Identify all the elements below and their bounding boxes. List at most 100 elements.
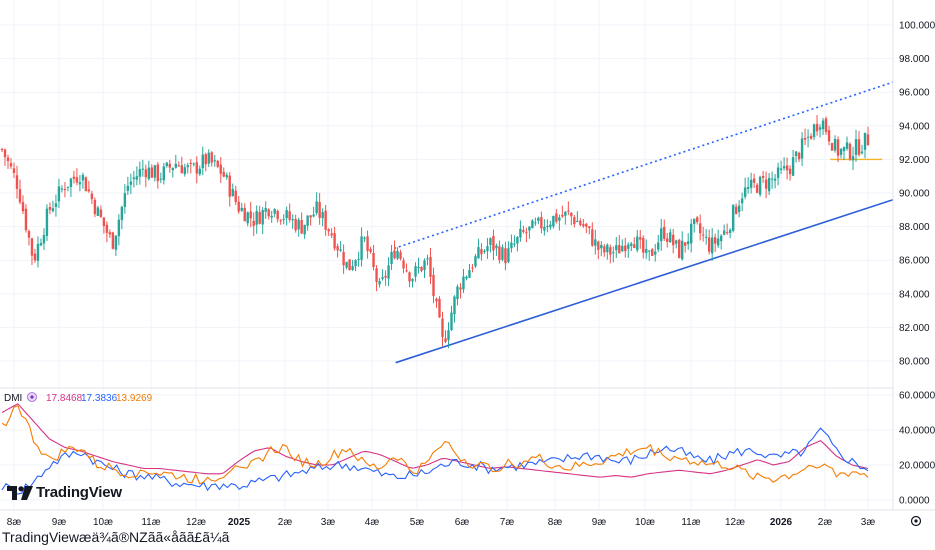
candle-down xyxy=(666,238,669,242)
candle-down xyxy=(12,168,16,173)
candle-up xyxy=(60,188,64,190)
candle-down xyxy=(99,209,103,217)
time-tick-label: 8æ xyxy=(548,517,563,528)
candle-down xyxy=(827,130,831,142)
candle-down xyxy=(75,177,79,183)
candle-up xyxy=(630,243,633,246)
dmi-legend-value: 13.9269 xyxy=(116,393,153,404)
grid xyxy=(0,0,893,510)
candle-down xyxy=(582,224,585,227)
price-tick-label: 98.000 xyxy=(899,54,930,65)
candle-up xyxy=(704,236,708,238)
candle-down xyxy=(713,237,717,244)
candle-down xyxy=(603,246,606,253)
candle-up xyxy=(225,174,228,178)
candle-down xyxy=(579,220,582,225)
candle-down xyxy=(324,210,327,230)
candle-up xyxy=(312,214,315,217)
candle-down xyxy=(111,232,115,249)
candle-up xyxy=(791,157,795,176)
candle-up xyxy=(354,260,357,267)
candle-up xyxy=(710,237,714,254)
candle-down xyxy=(761,175,765,178)
candle-up xyxy=(842,147,846,152)
candle-down xyxy=(857,139,861,155)
candle-up xyxy=(39,243,43,246)
candle-up xyxy=(207,152,210,164)
candle-down xyxy=(105,224,109,233)
candle-down xyxy=(228,175,231,197)
candle-down xyxy=(237,201,240,212)
candle-down xyxy=(258,212,261,224)
settings-icon[interactable] xyxy=(910,515,922,527)
candle-down xyxy=(243,207,246,222)
candle-up xyxy=(414,266,417,277)
candle-up xyxy=(758,176,762,195)
candle-down xyxy=(555,213,558,222)
candle-up xyxy=(159,178,163,180)
dmi-tick-label: 40.0000 xyxy=(899,426,935,437)
candle-down xyxy=(90,193,94,200)
candle-down xyxy=(279,220,282,222)
candle-up xyxy=(147,167,151,179)
candle-up xyxy=(186,165,189,168)
dmi-axis[interactable]: 60.0000 40.0000 20.0000 0.0000 xyxy=(899,391,935,507)
eye-icon xyxy=(27,392,37,402)
price-axis[interactable]: 100.000 98.000 96.000 94.000 92.000 90.000 88.… xyxy=(899,21,935,368)
candle-up xyxy=(240,207,243,211)
candle-down xyxy=(663,227,666,239)
candle-up xyxy=(486,246,489,252)
candle-up xyxy=(255,211,258,225)
candle-down xyxy=(642,237,645,253)
candle-up xyxy=(282,218,285,220)
candle-up xyxy=(615,245,618,251)
time-tick-label: 10æ xyxy=(635,517,655,528)
candle-down xyxy=(327,229,330,232)
candle-down xyxy=(318,202,321,218)
price-tick-label: 100.000 xyxy=(899,21,935,32)
candle-down xyxy=(369,248,372,252)
candle-down xyxy=(288,211,291,220)
time-axis[interactable]: 8æ 9æ 10æ 11æ 12æ 2025 2æ 3æ 4æ 5æ 6æ 7æ 8æ 9æ 10æ 11æ 1… xyxy=(7,517,876,528)
candle-down xyxy=(93,199,97,215)
candle-up xyxy=(345,261,348,268)
candle-up xyxy=(42,235,46,244)
candle-down xyxy=(707,237,711,252)
candle-up xyxy=(645,249,648,254)
candle-up xyxy=(396,250,399,259)
candle-up xyxy=(600,244,603,249)
time-tick-label: 3æ xyxy=(321,517,336,528)
candle-up xyxy=(201,154,204,169)
candle-up xyxy=(246,212,249,224)
candle-up xyxy=(564,211,567,216)
candle-down xyxy=(540,217,543,229)
candle-up xyxy=(390,251,393,265)
candles xyxy=(0,115,870,349)
candle-down xyxy=(561,214,564,217)
candle-down xyxy=(788,168,792,175)
candle-up xyxy=(716,238,720,246)
candle-down xyxy=(399,252,402,259)
candle-up xyxy=(749,179,753,188)
candle-down xyxy=(570,213,573,217)
time-tick-label: 7æ xyxy=(500,517,515,528)
candle-up xyxy=(198,168,201,175)
candle-down xyxy=(698,223,702,234)
candle-down xyxy=(435,298,438,302)
candle-up xyxy=(114,235,118,250)
tradingview-logo[interactable]: TradingView xyxy=(7,484,122,501)
candle-up xyxy=(740,198,744,204)
candle-up xyxy=(171,167,175,171)
candle-down xyxy=(420,267,423,271)
candle-down xyxy=(33,253,37,261)
chart-caption: TradingViewæä¾ã®NZãã«åãã£ã¼ã xyxy=(2,529,230,545)
candle-down xyxy=(848,143,852,160)
candle-up xyxy=(117,219,121,237)
candle-down xyxy=(444,338,447,342)
candle-up xyxy=(687,241,690,245)
price-tick-label: 88.000 xyxy=(899,222,930,233)
price-tick-label: 90.000 xyxy=(899,189,930,200)
candle-up xyxy=(297,219,300,230)
candle-down xyxy=(408,272,411,282)
candle-up xyxy=(863,132,867,150)
